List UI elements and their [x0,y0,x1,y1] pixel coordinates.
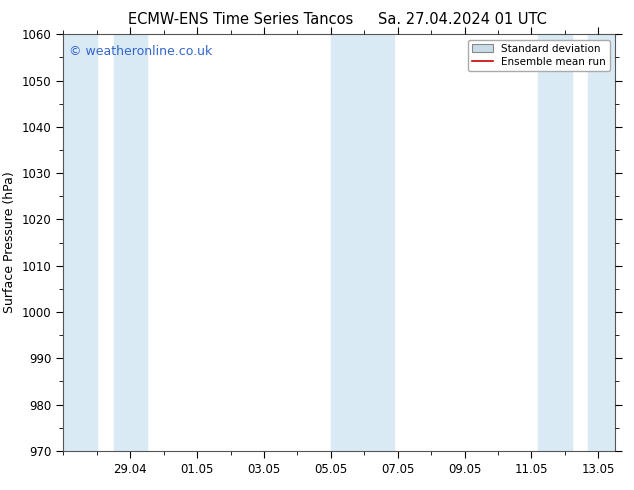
Bar [113,34,147,451]
Bar [588,34,615,451]
Legend: Standard deviation, Ensemble mean run: Standard deviation, Ensemble mean run [467,40,610,71]
Text: ECMW-ENS Time Series Tancos: ECMW-ENS Time Series Tancos [128,12,354,27]
Text: Sa. 27.04.2024 01 UTC: Sa. 27.04.2024 01 UTC [378,12,547,27]
Text: © weatheronline.co.uk: © weatheronline.co.uk [69,45,212,58]
Bar [331,34,365,451]
Bar [63,34,97,451]
Y-axis label: Surface Pressure (hPa): Surface Pressure (hPa) [3,172,16,314]
Bar [361,34,394,451]
Bar [538,34,571,451]
